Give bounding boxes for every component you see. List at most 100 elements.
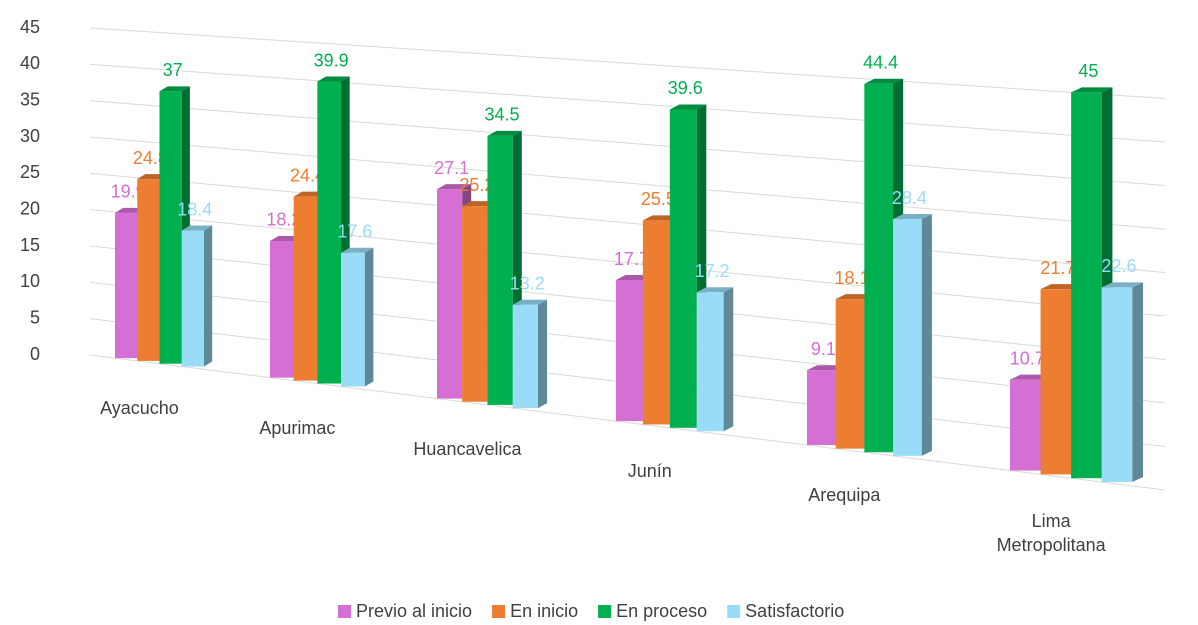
y-tick-label: 45 — [20, 17, 40, 37]
x-tick-label: Arequipa — [808, 485, 881, 506]
bar-side — [364, 247, 374, 387]
y-tick-label: 35 — [20, 89, 40, 109]
bar — [616, 280, 643, 422]
bar — [1101, 287, 1133, 483]
bar-side — [921, 214, 932, 456]
bar-top — [181, 225, 213, 231]
bar-side — [723, 287, 734, 432]
value-label: 25.2 — [459, 175, 494, 195]
legend-swatch — [338, 605, 351, 618]
value-label: 17.6 — [337, 221, 372, 241]
bar — [807, 370, 836, 446]
bar-side — [537, 299, 548, 409]
value-label: 9.1 — [811, 339, 836, 359]
bar — [137, 179, 160, 361]
value-label: 19.9 — [111, 182, 146, 202]
value-label: 39.9 — [314, 50, 349, 70]
bar — [1040, 289, 1072, 475]
bar-top — [1101, 282, 1144, 288]
value-label: 10.7 — [1010, 348, 1045, 368]
x-tick-label: Apurimac — [259, 417, 336, 438]
y-tick-label: 20 — [20, 198, 40, 218]
value-label: 18.4 — [177, 199, 212, 219]
x-tick-label: Lima Metropolitana — [996, 510, 1106, 555]
bar — [835, 299, 865, 449]
x-tick-label: Junín — [627, 461, 672, 482]
bar — [893, 219, 922, 456]
bar-top — [669, 104, 707, 110]
bar — [341, 252, 365, 387]
grid-line — [89, 172, 1166, 273]
y-tick-label: 0 — [30, 344, 40, 364]
grid-line — [89, 63, 1166, 143]
value-label: 17.7 — [614, 249, 649, 269]
value-label: 13.2 — [510, 273, 545, 293]
grid-line — [89, 27, 1166, 99]
bar — [669, 109, 697, 428]
legend-label: Previo al inicio — [356, 601, 472, 621]
x-tick-label: Huancavelica — [413, 438, 522, 459]
y-tick-label: 15 — [20, 235, 40, 255]
value-label: 37 — [163, 60, 183, 80]
bar-top — [893, 214, 932, 220]
x-tick-label: Ayacucho — [100, 398, 179, 419]
bar-top — [159, 86, 190, 92]
bar-top — [341, 247, 374, 253]
bar-top — [1071, 87, 1113, 93]
bar — [1071, 92, 1102, 479]
bar-top — [437, 184, 472, 190]
bar-top — [512, 299, 548, 305]
value-label: 22.6 — [1101, 256, 1136, 276]
value-label: 24.8 — [133, 148, 168, 168]
bar — [293, 196, 318, 381]
value-label: 39.6 — [668, 78, 703, 98]
y-tick-label: 5 — [30, 307, 40, 327]
value-label: 34.5 — [485, 105, 520, 125]
bar — [115, 212, 138, 359]
value-label: 18.2 — [266, 210, 301, 230]
legend-label: En inicio — [510, 601, 578, 621]
bar — [696, 292, 724, 432]
bar — [317, 81, 342, 384]
bar-side — [1132, 282, 1144, 483]
value-label: 45 — [1078, 61, 1098, 81]
value-label: 27.1 — [434, 158, 469, 178]
legend-label: En proceso — [616, 601, 707, 621]
bar-side — [203, 225, 213, 367]
bar-top — [487, 130, 522, 136]
y-tick-label: 30 — [20, 126, 40, 146]
y-tick-label: 40 — [20, 53, 40, 73]
bar — [642, 220, 670, 425]
bar — [864, 83, 894, 453]
bar — [181, 230, 204, 367]
value-label: 44.4 — [863, 53, 898, 73]
bar — [487, 135, 513, 405]
bar — [270, 240, 294, 378]
bar — [462, 206, 488, 402]
y-tick-label: 25 — [20, 162, 40, 182]
value-label: 28.4 — [892, 188, 927, 208]
value-label: 25.5 — [641, 189, 676, 209]
legend-swatch — [727, 605, 741, 618]
bar-top — [696, 287, 734, 293]
y-tick-label: 10 — [20, 271, 40, 291]
value-label: 17.2 — [695, 261, 730, 281]
legend-swatch — [492, 605, 506, 618]
bar-top — [317, 76, 350, 82]
bar-top — [864, 78, 904, 84]
value-label: 18.1 — [834, 268, 869, 288]
legend-label: Satisfactorio — [745, 601, 844, 621]
bar — [512, 304, 538, 409]
grid-line — [89, 100, 1166, 186]
bar — [437, 189, 463, 399]
value-label: 24.4 — [290, 165, 325, 185]
value-label: 21.7 — [1040, 258, 1075, 278]
grid-line — [89, 354, 1166, 491]
grid-line — [89, 136, 1166, 230]
bar — [1010, 379, 1041, 471]
grid-line — [89, 209, 1166, 317]
legend-swatch — [598, 605, 612, 618]
bar — [159, 91, 182, 364]
